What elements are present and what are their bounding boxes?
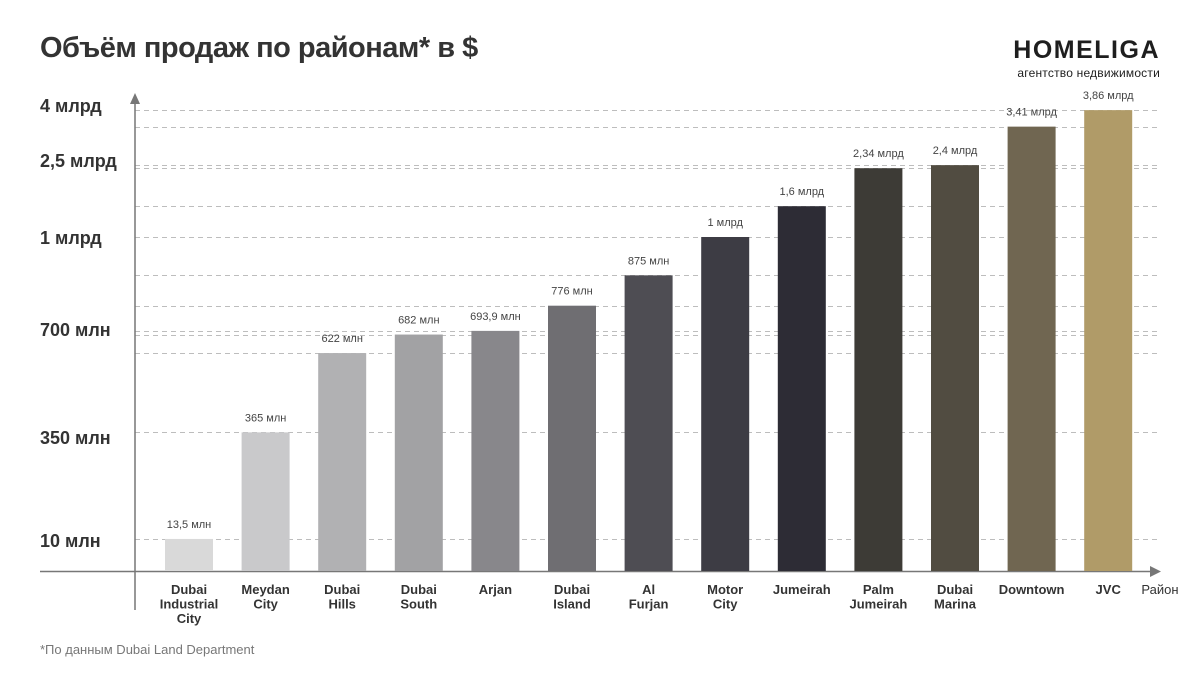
data-label: 2,34 млрд <box>853 148 904 160</box>
category-label: Al <box>642 582 655 597</box>
bar <box>854 168 903 572</box>
bar <box>394 334 443 571</box>
footnote: *По данным Dubai Land Department <box>40 642 255 657</box>
data-label: 2,4 млрд <box>933 145 978 157</box>
category-label: Dubai <box>171 582 207 597</box>
category-label: Motor <box>707 582 743 597</box>
category-label: Dubai <box>324 582 360 597</box>
category-label: City <box>713 597 738 612</box>
data-label: 13,5 млн <box>167 519 212 531</box>
data-label: 1,6 млрд <box>779 186 824 198</box>
bar <box>1007 126 1056 571</box>
category-label: City <box>177 611 202 626</box>
bar <box>931 165 979 571</box>
brand-logo: HOMELIGA агентство недвижимости <box>1013 36 1160 80</box>
category-label: Dubai <box>401 582 437 597</box>
category-label: Hills <box>328 597 355 612</box>
data-label: 776 млн <box>551 286 592 298</box>
category-label: Marina <box>934 597 977 612</box>
bar <box>318 353 367 571</box>
y-tick-label: 350 млн <box>40 428 111 448</box>
category-label: Jumeirah <box>773 582 831 597</box>
category-label: South <box>400 597 437 612</box>
category-label: Furjan <box>629 597 669 612</box>
data-label: 3,86 млрд <box>1083 90 1134 102</box>
data-label: 365 млн <box>245 412 286 424</box>
y-axis-arrow <box>130 93 140 104</box>
bar <box>1084 110 1133 571</box>
category-label: Dubai <box>937 582 973 597</box>
bar <box>165 538 213 571</box>
bar <box>624 275 673 571</box>
category-label: Dubai <box>554 582 590 597</box>
y-tick-label: 2,5 млрд <box>40 151 117 171</box>
y-tick-label: 700 млн <box>40 320 111 340</box>
brand-tagline: агентство недвижимости <box>1017 66 1160 80</box>
bar <box>548 305 596 571</box>
category-label: Industrial <box>160 597 219 612</box>
data-label: 875 млн <box>628 255 669 267</box>
x-axis-arrow <box>1150 566 1161 577</box>
y-tick-label: 1 млрд <box>40 228 102 248</box>
category-label: Meydan <box>241 582 289 597</box>
bar <box>241 432 290 571</box>
y-tick-label: 4 млрд <box>40 96 102 116</box>
data-label: 1 млрд <box>707 217 743 229</box>
category-label: Palm <box>863 582 894 597</box>
category-label: City <box>253 597 278 612</box>
data-label: 622 млн <box>321 333 362 345</box>
category-label: Island <box>553 597 591 612</box>
data-label: 3,41 млрд <box>1006 107 1057 119</box>
category-label: Downtown <box>999 582 1065 597</box>
chart-title: Объём продаж по районам* в $ <box>40 32 478 64</box>
bar <box>471 330 520 571</box>
bar <box>701 237 750 571</box>
y-tick-label: 10 млн <box>40 531 101 551</box>
brand-name: HOMELIGA <box>1013 36 1160 64</box>
data-label: 682 млн <box>398 315 439 327</box>
data-label: 693,9 млн <box>470 311 521 323</box>
category-label: Arjan <box>479 582 512 597</box>
bar <box>777 206 826 571</box>
category-label: JVC <box>1096 582 1122 597</box>
x-axis-label: Район <box>1141 582 1178 597</box>
category-label: Jumeirah <box>849 597 907 612</box>
